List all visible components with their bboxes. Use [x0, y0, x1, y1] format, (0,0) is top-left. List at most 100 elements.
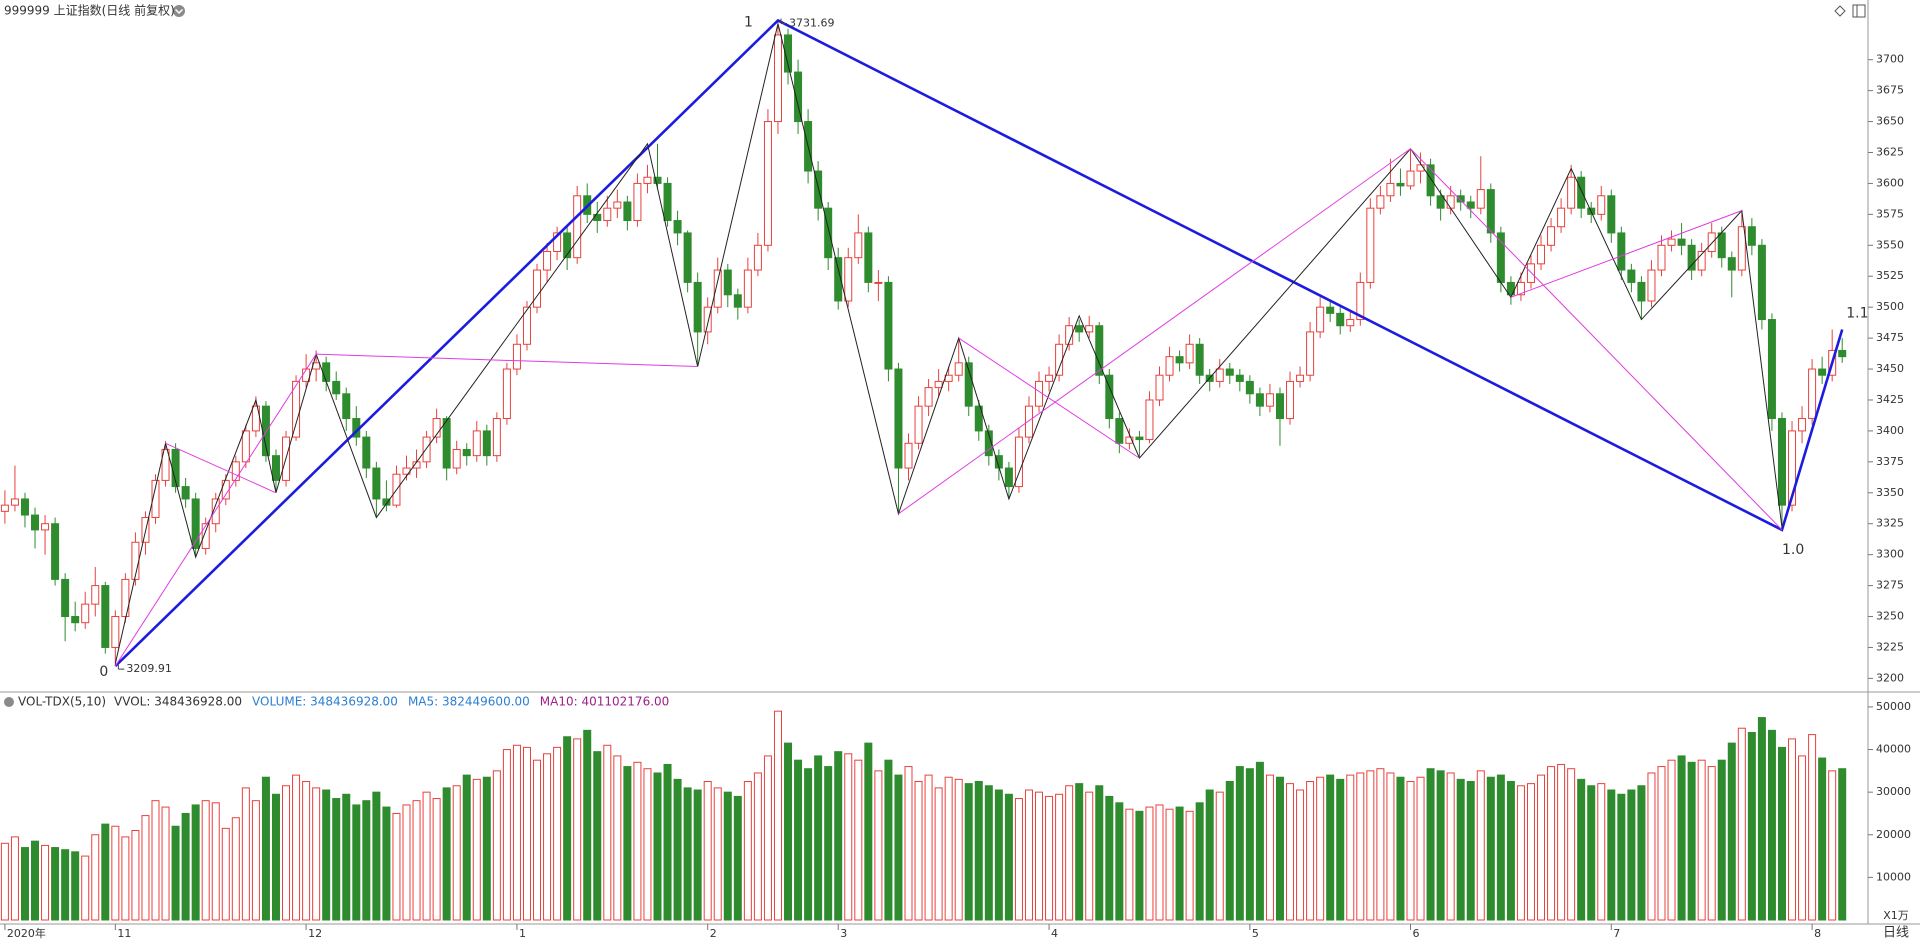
volume-bar: [502, 749, 511, 921]
menu-icon[interactable]: [173, 5, 185, 17]
volume-bar: [984, 785, 993, 921]
volume-unit-label: X1万: [1883, 909, 1909, 922]
volume-bar: [1828, 770, 1837, 921]
volume-bar: [71, 851, 80, 921]
y-tick-label: 3375: [1876, 455, 1904, 468]
candle-body: [1737, 226, 1746, 271]
candle-body: [824, 207, 833, 259]
candle-body: [1386, 182, 1395, 197]
candle-body: [1818, 368, 1827, 376]
volume-bar: [834, 751, 843, 921]
volume-bar: [1446, 772, 1455, 921]
candle-body: [1035, 380, 1044, 407]
candle-body: [1275, 393, 1284, 420]
y-tick-label: 3200: [1876, 671, 1904, 684]
y-tick-label: 10000: [1876, 870, 1911, 883]
volume-bar: [1406, 780, 1415, 921]
candle-body: [773, 34, 782, 123]
volume-bar: [763, 755, 772, 921]
candle-body: [452, 448, 461, 469]
candles: [0, 20, 1847, 667]
volume-bar: [533, 759, 542, 921]
candle-body: [1798, 418, 1807, 432]
volume-bar: [1416, 776, 1425, 921]
candle-body: [1286, 380, 1295, 420]
volume-bar: [31, 840, 40, 921]
volume-bar: [1657, 766, 1666, 921]
legend-entry: VOLUME: 348436928.00: [252, 695, 398, 709]
volume-bar: [1697, 759, 1706, 921]
candle-body: [1155, 374, 1164, 401]
volume-bar: [623, 766, 632, 921]
x-tick-label: 12: [308, 927, 322, 940]
candle-body: [703, 306, 712, 333]
volume-bar: [844, 753, 853, 921]
volume-bar: [231, 817, 240, 921]
volume-bar: [693, 789, 702, 921]
candle-body: [1426, 164, 1435, 197]
volume-bar: [1717, 759, 1726, 921]
volume-bar: [1476, 770, 1485, 921]
volume-bar: [723, 791, 732, 921]
volume-bar: [1436, 770, 1445, 921]
x-tick-label: 7: [1613, 927, 1620, 940]
volume-bar: [271, 793, 280, 921]
volume-bar: [653, 772, 662, 921]
volume-bar: [10, 836, 19, 921]
diamond-button[interactable]: [1834, 5, 1846, 17]
candle-body: [924, 387, 933, 407]
y-tick-label: 3525: [1876, 269, 1904, 282]
volume-bar: [171, 825, 180, 921]
panel-button[interactable]: [1852, 4, 1866, 18]
candle-body: [723, 269, 732, 296]
volume-bar: [1737, 727, 1746, 921]
volume-bar: [1426, 768, 1435, 921]
wave-line: [114, 23, 1783, 664]
y-tick-label: 3275: [1876, 579, 1904, 592]
volume-bar: [1215, 791, 1224, 921]
volume-bar: [111, 825, 120, 921]
volume-bar: [1135, 810, 1144, 921]
volume-bar: [1506, 780, 1515, 921]
candle-body: [1235, 374, 1244, 382]
candle-body: [111, 616, 120, 648]
volume-bar: [81, 855, 90, 921]
candle-body: [663, 182, 672, 222]
volume-bar: [512, 744, 521, 921]
volume-bar: [1547, 766, 1556, 921]
volume-menu-icon[interactable]: [4, 697, 14, 707]
volume-bar: [482, 776, 491, 921]
candle-body: [1657, 244, 1666, 271]
y-tick-label: 3250: [1876, 610, 1904, 623]
candle-body: [974, 405, 983, 432]
candle-body: [1024, 405, 1033, 438]
x-tick-label: 2020年: [7, 926, 46, 940]
candle-body: [1557, 207, 1566, 228]
volume-bar: [211, 802, 220, 921]
volume-bar: [241, 787, 250, 921]
volume-bar: [181, 812, 190, 921]
menu-icon-arrow: [174, 8, 184, 15]
volume-bar: [121, 836, 130, 921]
volume-bar: [743, 780, 752, 921]
candle-body: [844, 257, 853, 302]
candle-body: [31, 514, 40, 531]
volume-bar: [382, 806, 391, 921]
volume-bar: [1526, 783, 1535, 921]
wave-line: [114, 353, 698, 667]
volume-bar: [61, 849, 70, 921]
volume-bar: [261, 776, 270, 921]
volume-bar: [452, 785, 461, 921]
volume-bar: [1306, 780, 1315, 921]
volume-bar: [1125, 808, 1134, 921]
volume-bar: [1516, 785, 1525, 921]
candle-body: [1537, 244, 1546, 265]
volume-bar: [824, 766, 833, 921]
candle-body: [1125, 436, 1134, 444]
volume-bar: [934, 787, 943, 921]
candle-body: [201, 523, 210, 549]
candle-body: [251, 405, 260, 432]
y-tick-label: 3350: [1876, 486, 1904, 499]
volume-bar: [1235, 766, 1244, 921]
candle-body: [1366, 207, 1375, 283]
